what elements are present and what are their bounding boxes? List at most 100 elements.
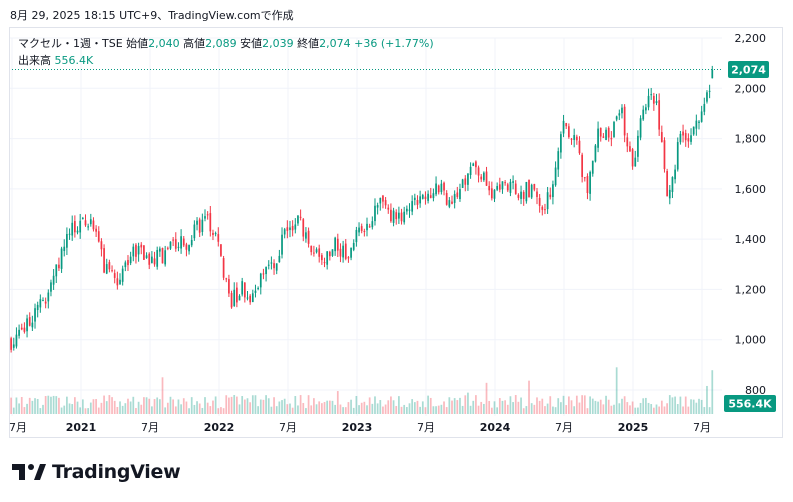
x-tick-label: 2023 — [342, 421, 373, 434]
candle-body — [578, 140, 581, 154]
volume-bar — [111, 397, 113, 414]
volume-bar — [509, 396, 512, 414]
last-volume-badge-bg — [724, 395, 776, 412]
volume-bar — [573, 406, 576, 414]
tradingview-logo[interactable]: TradingView — [12, 460, 181, 484]
volume-bar — [682, 406, 684, 414]
candle-body — [177, 246, 180, 248]
volume-bar — [692, 399, 695, 414]
volume-bar — [294, 396, 297, 414]
candle-body — [315, 249, 318, 253]
volume-bar — [390, 396, 392, 414]
volume-bar — [413, 402, 416, 414]
volume-bar — [610, 405, 613, 414]
candle-body — [212, 232, 214, 235]
candle-body — [437, 185, 440, 193]
volume-bar — [405, 407, 408, 414]
candle-body — [552, 184, 554, 198]
volume-bar — [283, 398, 286, 414]
candle-body — [97, 231, 100, 242]
candle-body — [451, 201, 453, 204]
candle-body — [514, 183, 517, 194]
candle-body — [469, 166, 472, 176]
candle-body — [18, 329, 20, 336]
candle-body — [419, 196, 421, 204]
candle-body — [602, 136, 605, 138]
brand-name: TradingView — [52, 461, 181, 483]
candle-body — [153, 258, 156, 265]
candle-body — [358, 227, 360, 233]
volume-bar — [188, 408, 190, 414]
x-tick-label: 2025 — [618, 421, 649, 434]
candle-body — [613, 121, 615, 138]
last-price-badge-text: 2,074 — [731, 64, 766, 77]
volume-bar — [658, 406, 661, 414]
volume-bar — [286, 404, 289, 414]
candle-body — [241, 281, 244, 295]
candle-body — [158, 248, 161, 252]
volume-bar — [485, 382, 488, 414]
volume-bar — [432, 406, 435, 414]
volume-bar — [161, 377, 164, 414]
candle-body — [352, 242, 355, 250]
candle-body — [259, 273, 262, 288]
volume-bar — [451, 400, 453, 414]
candle-body — [485, 171, 488, 186]
candle-body — [687, 138, 690, 142]
volume-bar — [464, 395, 467, 414]
candle-body — [204, 216, 206, 219]
volume-bar — [626, 402, 629, 414]
volume-bar — [700, 399, 703, 414]
volume-bar — [127, 398, 129, 414]
volume-bar — [281, 400, 283, 414]
volume-bar — [270, 406, 273, 414]
candle-body — [156, 250, 159, 267]
candle-body — [339, 248, 342, 257]
volume-bar — [44, 396, 47, 414]
volume-bar — [39, 408, 42, 414]
volume-bar — [374, 396, 376, 414]
candle-body — [71, 222, 74, 236]
chart-frame[interactable] — [9, 27, 783, 438]
candle-body — [366, 223, 368, 231]
ohlc-legend: マクセル・1週・TSE 始値2,040 高値2,089 安値2,039 終値2,… — [18, 35, 434, 51]
candle-body — [228, 279, 230, 294]
candle-body — [79, 220, 82, 233]
candle-body — [480, 176, 483, 180]
y-tick-label: 1,400 — [735, 233, 767, 246]
volume-bar — [108, 395, 111, 414]
volume-bar — [71, 404, 74, 414]
x-tick-label: 2021 — [66, 421, 97, 434]
y-tick-label: 2,000 — [735, 82, 767, 95]
candle-body — [679, 133, 682, 143]
candle-body — [26, 318, 28, 332]
candle-body — [188, 245, 190, 252]
volume-bar — [560, 402, 562, 414]
volume-bar — [15, 397, 18, 414]
volume-bar — [135, 408, 137, 414]
volume-bar — [496, 407, 499, 414]
volume-bar — [132, 396, 135, 414]
candle-body — [10, 338, 12, 350]
volume-bar — [201, 407, 204, 414]
candle-body — [164, 250, 167, 265]
volume-bar — [639, 402, 642, 414]
candle-body — [185, 244, 188, 250]
candle-body — [692, 126, 695, 135]
chart-caption: 8月 29, 2025 18:15 UTC+9、TradingView.comで… — [10, 9, 294, 22]
volume-bar — [238, 404, 241, 414]
volume-bar — [129, 401, 132, 414]
candle-body — [363, 230, 366, 232]
y-tick-label: 800 — [745, 384, 766, 397]
candle-body — [663, 140, 666, 170]
candle-body — [225, 278, 228, 280]
volume-bar — [68, 403, 71, 414]
x-tick-label: 7月 — [693, 421, 711, 434]
volume-bar — [103, 395, 105, 414]
candle-body — [254, 290, 257, 293]
volume-bar — [305, 408, 307, 414]
volume-bar — [241, 396, 244, 414]
volume-bar — [47, 395, 50, 414]
candle-body — [283, 229, 286, 235]
